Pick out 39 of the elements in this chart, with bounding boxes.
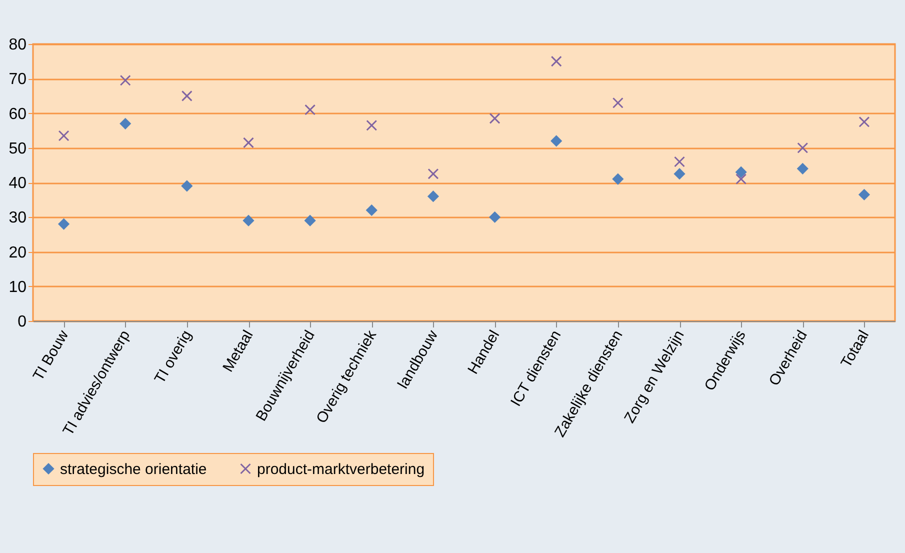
point bbox=[243, 215, 254, 226]
point bbox=[243, 137, 254, 148]
point bbox=[489, 212, 500, 223]
point bbox=[489, 112, 500, 124]
y-tick-label: 50 bbox=[8, 140, 27, 158]
point bbox=[120, 74, 131, 86]
point bbox=[120, 118, 131, 130]
point bbox=[736, 166, 747, 178]
point bbox=[797, 142, 808, 154]
point bbox=[550, 56, 562, 67]
point bbox=[181, 90, 192, 102]
y-tick-label: 40 bbox=[8, 175, 27, 192]
y-tick-label: 60 bbox=[8, 106, 27, 123]
point bbox=[736, 174, 747, 185]
point bbox=[58, 130, 70, 142]
point bbox=[858, 189, 870, 200]
point bbox=[612, 97, 624, 108]
y-tick-label: 70 bbox=[8, 71, 27, 88]
point bbox=[550, 135, 562, 146]
point bbox=[674, 168, 685, 180]
y-tick-label: 20 bbox=[8, 244, 27, 262]
point bbox=[858, 116, 870, 128]
point bbox=[612, 174, 624, 185]
point bbox=[181, 180, 192, 192]
point bbox=[366, 120, 378, 131]
point bbox=[304, 215, 316, 226]
point bbox=[58, 218, 70, 230]
legend-label: strategische orientatie bbox=[60, 460, 207, 478]
point bbox=[366, 204, 378, 216]
y-tick-label: 80 bbox=[8, 36, 27, 54]
legend-label: product-marktverbetering bbox=[257, 460, 425, 478]
point bbox=[674, 156, 685, 168]
y-tick-label: 10 bbox=[8, 278, 27, 296]
point bbox=[797, 163, 808, 174]
y-tick-label: 30 bbox=[8, 210, 27, 227]
point bbox=[304, 104, 316, 116]
point bbox=[428, 168, 439, 180]
y-tick-label: 0 bbox=[18, 314, 27, 330]
point bbox=[428, 190, 439, 202]
